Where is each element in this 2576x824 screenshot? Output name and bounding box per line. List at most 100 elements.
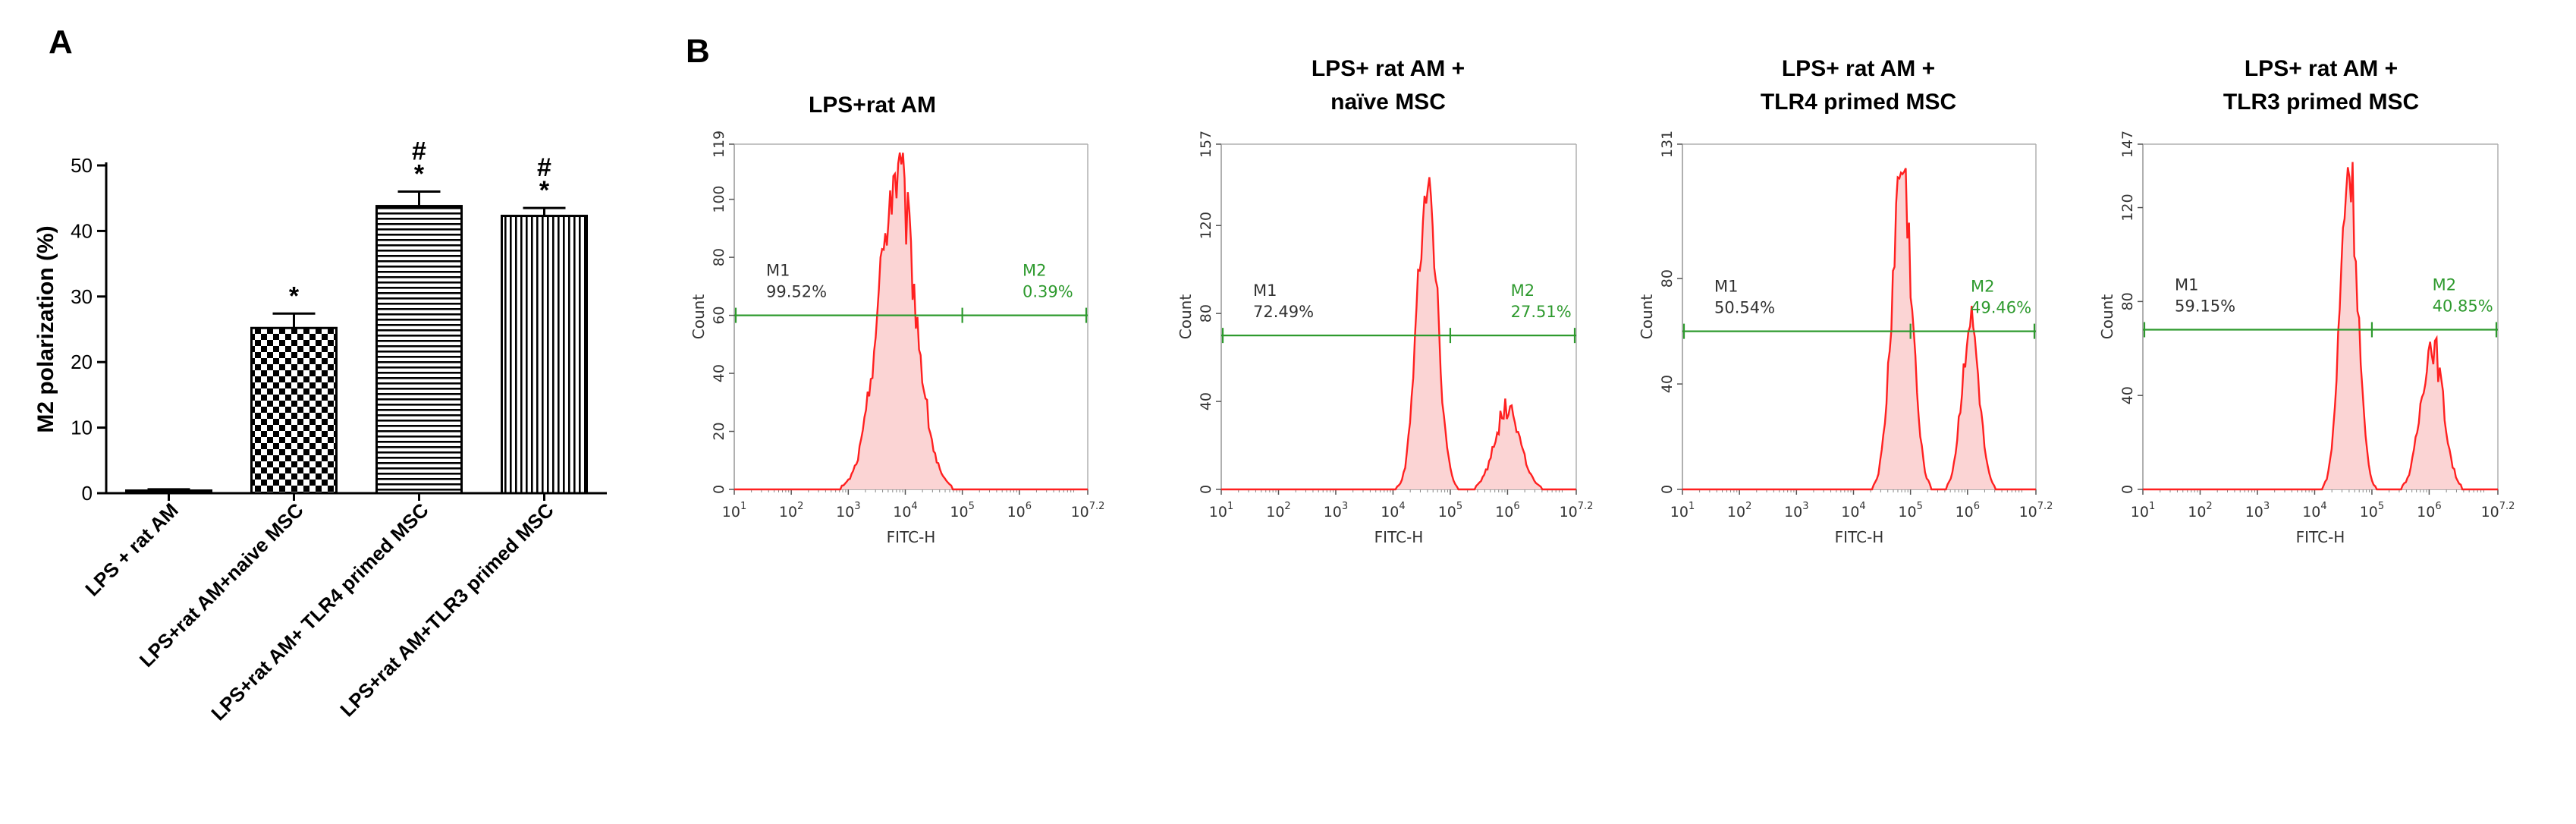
histogram-title: TLR4 primed MSC xyxy=(1761,90,1956,115)
gate-m1-percent: 72.49% xyxy=(1253,303,1314,321)
histogram-x-tick-label: 103 xyxy=(2245,501,2270,521)
histogram-x-tick-label: 107.2 xyxy=(2019,501,2053,521)
flow-histograms: LPS+rat AM 0 20 40 60 80 100 119 Count 101 102 103 1… xyxy=(690,56,2515,546)
panel-a-letter: A xyxy=(49,24,73,61)
significance-hash: # xyxy=(537,153,551,182)
gate-m1-percent: 50.54% xyxy=(1714,299,1775,317)
histogram-x-tick-label: 102 xyxy=(1727,501,1751,521)
gate-m2-label: M2 xyxy=(1511,281,1535,300)
histogram-y-tick-label: 0 xyxy=(1198,485,1214,494)
histogram-panel: LPS+rat AM 0 20 40 60 80 100 119 Count 101 102 103 1… xyxy=(690,93,1104,546)
gate-m1-label: M1 xyxy=(2175,276,2198,294)
histogram-y-tick-label: 40 xyxy=(711,364,727,382)
histogram-y-axis-label: Count xyxy=(1176,294,1195,340)
histogram-x-tick-label: 104 xyxy=(1841,501,1865,521)
histogram-y-tick-label: 60 xyxy=(711,306,727,324)
gate-m1-label: M1 xyxy=(1714,278,1738,296)
histogram-x-tick-label: 106 xyxy=(1495,501,1519,521)
histogram-y-tick-label: 0 xyxy=(711,485,727,494)
histogram-y-tick-label: 119 xyxy=(711,131,727,158)
histogram-y-tick-label: 40 xyxy=(1198,392,1214,410)
histogram-x-tick-label: 104 xyxy=(2302,501,2326,521)
gate-m2-percent: 40.85% xyxy=(2433,297,2493,316)
histogram-y-tick-label: 20 xyxy=(711,422,727,440)
bar-y-tick-label: 30 xyxy=(71,285,93,308)
gate-m1-label: M1 xyxy=(1253,281,1277,300)
histogram-panel: LPS+ rat AM + TLR3 primed MSC 0 40 80 120 147 C… xyxy=(2098,56,2515,546)
histogram-y-tick-label: 80 xyxy=(1198,304,1214,322)
histogram-x-tick-label: 105 xyxy=(1438,501,1462,521)
histogram-panel: LPS+ rat AM + TLR4 primed MSC 0 40 80 131 Coun… xyxy=(1638,56,2053,546)
histogram-x-tick-label: 104 xyxy=(1381,501,1405,521)
gate-m1-percent: 99.52% xyxy=(766,283,827,301)
gate-m2-percent: 49.46% xyxy=(1971,299,2031,317)
histogram-x-tick-label: 103 xyxy=(1784,501,1808,521)
histogram-x-tick-label: 106 xyxy=(1007,501,1032,521)
histogram-y-tick-label: 80 xyxy=(1659,269,1676,288)
histogram-x-tick-label: 102 xyxy=(1266,501,1290,521)
histogram-x-tick-label: 101 xyxy=(1670,501,1695,521)
gate-m1-percent: 59.15% xyxy=(2175,297,2235,316)
histogram-trace xyxy=(1682,168,2036,491)
bar-category-label: LPS + rat AM xyxy=(80,498,182,600)
histogram-y-tick-label: 40 xyxy=(1659,375,1676,393)
histogram-y-tick-label: 100 xyxy=(711,186,727,213)
histogram-x-tick-label: 101 xyxy=(2131,501,2155,521)
histogram-trace xyxy=(734,153,1088,491)
bar xyxy=(125,489,212,495)
histogram-trace xyxy=(1221,177,1576,491)
histogram-y-tick-label: 120 xyxy=(2119,193,2136,221)
histogram-x-tick-label: 106 xyxy=(1956,501,1980,521)
bar-chart-m2-polarization: 0 10 20 30 40 50 M2 polarization (%) LPS + rat … xyxy=(33,137,607,725)
bar-y-tick-label: 10 xyxy=(71,417,93,439)
bar-y-tick-label: 40 xyxy=(71,219,93,242)
histogram-fill xyxy=(1221,177,1576,489)
histogram-y-tick-label: 0 xyxy=(1659,485,1676,494)
histogram-title: LPS+ rat AM + xyxy=(2245,56,2398,81)
histogram-y-tick-label: 80 xyxy=(711,248,727,266)
bar-category-label: LPS+rat AM+TLR3 primed MSC xyxy=(335,498,558,721)
histogram-y-tick-label: 80 xyxy=(2119,292,2136,310)
significance-hash: # xyxy=(412,137,426,166)
gate-m1-label: M1 xyxy=(766,262,790,280)
bar-y-tick-label: 0 xyxy=(82,482,93,505)
histogram-y-tick-label: 0 xyxy=(2119,485,2136,494)
histogram-y-tick-label: 157 xyxy=(1198,131,1214,158)
bar xyxy=(501,215,588,495)
histogram-y-tick-label: 131 xyxy=(1659,131,1676,158)
histogram-x-tick-label: 101 xyxy=(1209,501,1233,521)
histogram-x-tick-label: 105 xyxy=(950,501,974,521)
bar-y-tick-label: 50 xyxy=(71,154,93,177)
histogram-x-tick-label: 107.2 xyxy=(1071,501,1105,521)
significance-star: * xyxy=(289,281,300,310)
histogram-title: LPS+ rat AM + xyxy=(1312,56,1465,81)
panel-b-letter: B xyxy=(686,33,710,70)
histogram-fill xyxy=(734,153,1088,489)
histogram-x-axis-label: FITC-H xyxy=(2296,528,2345,546)
gate-m2-label: M2 xyxy=(2433,276,2456,294)
histogram-title: LPS+rat AM xyxy=(809,93,936,118)
histogram-title: naïve MSC xyxy=(1330,90,1446,115)
histogram-x-axis-label: FITC-H xyxy=(1835,528,1884,546)
histogram-fill xyxy=(1682,168,2036,490)
bar-y-tick-label: 20 xyxy=(71,351,93,373)
histogram-x-tick-label: 107.2 xyxy=(2481,501,2515,521)
gate-m2-percent: 0.39% xyxy=(1023,283,1073,301)
histogram-x-tick-label: 102 xyxy=(779,501,803,521)
significance-star: * xyxy=(414,160,425,189)
histogram-y-axis-label: Count xyxy=(1638,294,1656,340)
histogram-x-tick-label: 105 xyxy=(2360,501,2384,521)
histogram-panel: LPS+ rat AM + naïve MSC 0 40 80 120 157 Count 10… xyxy=(1176,56,1593,546)
histogram-y-axis-label: Count xyxy=(2098,294,2116,340)
gate-m2-label: M2 xyxy=(1023,262,1046,280)
histogram-x-tick-label: 107.2 xyxy=(1560,501,1594,521)
gate-m2-percent: 27.51% xyxy=(1511,303,1572,321)
histogram-y-tick-label: 40 xyxy=(2119,386,2136,404)
histogram-x-tick-label: 103 xyxy=(1324,501,1348,521)
histogram-x-tick-label: 103 xyxy=(836,501,860,521)
histogram-x-tick-label: 104 xyxy=(893,501,917,521)
bar xyxy=(250,326,338,495)
histogram-y-tick-label: 120 xyxy=(1198,212,1214,239)
histogram-title: LPS+ rat AM + xyxy=(1782,56,1935,81)
